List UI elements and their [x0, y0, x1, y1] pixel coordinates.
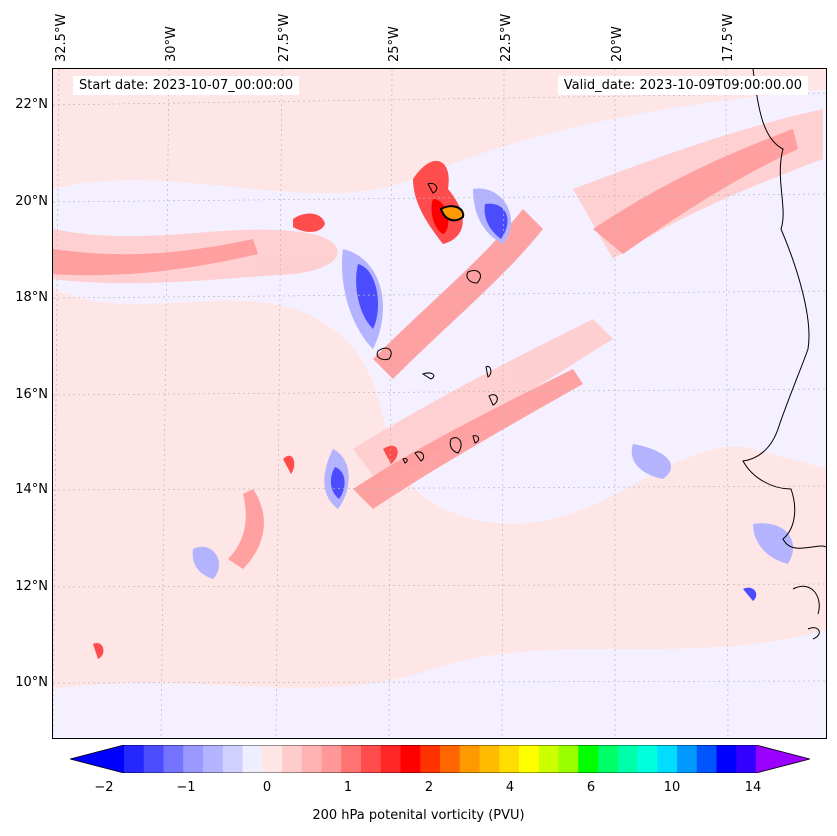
- colorbar-segment: [696, 745, 717, 773]
- colorbar-graphic: [68, 744, 812, 774]
- colorbar-segment: [301, 745, 322, 773]
- colorbar-segment: [262, 745, 283, 773]
- lat-label-20n: 20°N: [15, 194, 48, 209]
- colorbar-tick-14: 14: [744, 780, 762, 795]
- colorbar-segment: [440, 745, 461, 773]
- colorbar-segment: [578, 745, 599, 773]
- colorbar-segment: [143, 745, 164, 773]
- colorbar-segment: [124, 745, 145, 773]
- valid-date-label: Valid_date: 2023-10-09T09:00:00.00: [557, 76, 808, 95]
- colorbar-segment: [657, 745, 678, 773]
- colorbar: [68, 744, 812, 774]
- lon-label-17-5w: 17.5°W: [721, 13, 736, 62]
- colorbar-segment: [183, 745, 204, 773]
- lon-label-30w: 30°W: [164, 26, 179, 62]
- colorbar-segment: [617, 745, 638, 773]
- colorbar-segment: [637, 745, 658, 773]
- colorbar-segment: [203, 745, 224, 773]
- pv-field-graphic: [53, 69, 826, 738]
- colorbar-segment: [598, 745, 619, 773]
- lat-label-14n: 14°N: [15, 482, 48, 497]
- colorbar-segment: [558, 745, 579, 773]
- colorbar-segment: [361, 745, 382, 773]
- colorbar-segment: [459, 745, 480, 773]
- colorbar-segment: [716, 745, 737, 773]
- lon-label-22-5w: 22.5°W: [499, 13, 514, 62]
- colorbar-segment: [420, 745, 441, 773]
- colorbar-tick-neg2: −2: [94, 780, 114, 795]
- colorbar-tick-0: 0: [262, 780, 272, 795]
- colorbar-segment: [400, 745, 421, 773]
- colorbar-segment: [341, 745, 362, 773]
- colorbar-tick-1: 1: [343, 780, 353, 795]
- lon-label-32-5w: 32.5°W: [54, 13, 69, 62]
- colorbar-tick-10: 10: [663, 780, 681, 795]
- colorbar-segment: [499, 745, 520, 773]
- colorbar-segment: [736, 745, 757, 773]
- pv-map: [52, 68, 827, 739]
- colorbar-tick-6: 6: [586, 780, 596, 795]
- lat-label-10n: 10°N: [15, 675, 48, 690]
- lat-label-12n: 12°N: [15, 579, 48, 594]
- lon-label-20w: 20°W: [610, 26, 625, 62]
- colorbar-segment: [677, 745, 698, 773]
- colorbar-extend-min: [70, 745, 124, 773]
- colorbar-segment: [538, 745, 559, 773]
- colorbar-segment: [222, 745, 243, 773]
- lat-label-18n: 18°N: [15, 290, 48, 305]
- colorbar-segment: [242, 745, 263, 773]
- colorbar-segment: [321, 745, 342, 773]
- colorbar-segment: [519, 745, 540, 773]
- lat-label-22n: 22°N: [15, 97, 48, 112]
- lon-label-25w: 25°W: [387, 26, 402, 62]
- colorbar-segment: [380, 745, 401, 773]
- colorbar-segment: [163, 745, 184, 773]
- colorbar-segment: [479, 745, 500, 773]
- colorbar-tick-2: 2: [424, 780, 434, 795]
- colorbar-tick-4: 4: [505, 780, 515, 795]
- colorbar-title: 200 hPa potenital vorticity (PVU): [312, 808, 525, 823]
- lat-label-16n: 16°N: [15, 387, 48, 402]
- start-date-label: Start date: 2023-10-07_00:00:00: [73, 76, 300, 95]
- colorbar-extend-max: [756, 745, 810, 773]
- lon-label-27-5w: 27.5°W: [277, 13, 292, 62]
- colorbar-tick-neg1: −1: [176, 780, 196, 795]
- colorbar-segment: [282, 745, 303, 773]
